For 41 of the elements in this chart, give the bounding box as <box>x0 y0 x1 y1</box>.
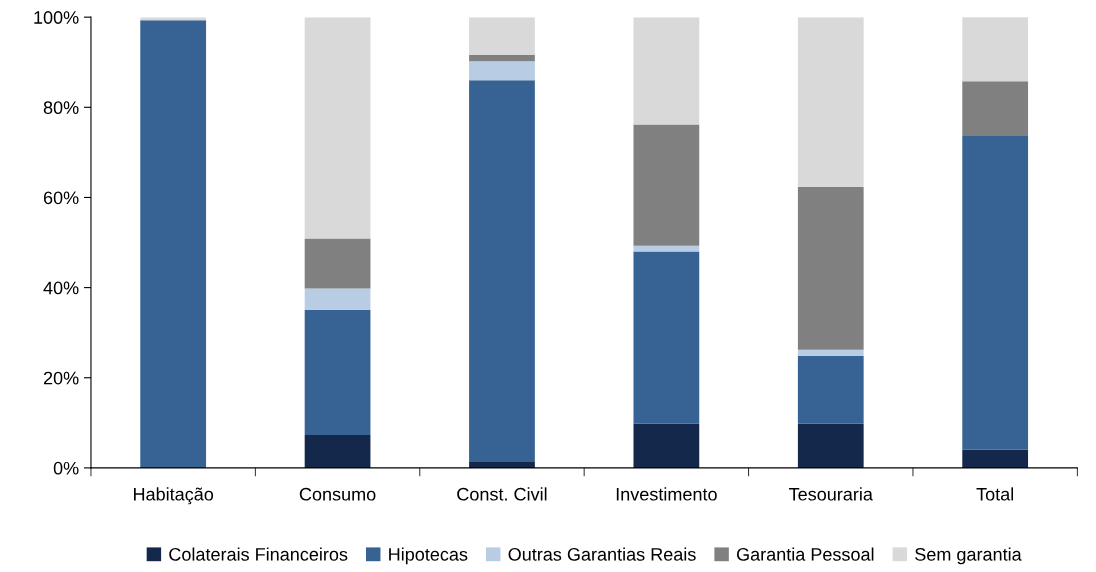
bar <box>304 309 371 435</box>
bar <box>469 17 535 56</box>
x-tick-label: Tesouraria <box>789 487 873 501</box>
bar <box>962 449 1029 468</box>
bar <box>797 355 864 424</box>
bar <box>633 423 700 468</box>
bar <box>633 251 700 424</box>
y-tick-label: 40% <box>43 281 79 295</box>
x-tick-label: Consumo <box>299 487 376 501</box>
bar <box>962 17 1029 82</box>
legend-label: Sem garantia <box>915 547 1022 565</box>
bar <box>797 349 864 356</box>
bar <box>962 81 1029 136</box>
x-tick-label: Const. Civil <box>457 487 547 501</box>
bar <box>797 17 864 187</box>
y-tick-label: 20% <box>43 371 79 385</box>
y-tick-label: 0% <box>53 461 79 475</box>
y-tick-label: 60% <box>43 191 79 205</box>
y-tick-label: 80% <box>43 101 79 115</box>
bar <box>469 55 535 62</box>
bar <box>304 17 371 239</box>
x-tick-label: Total <box>976 487 1014 501</box>
legend-label: Outras Garantias Reais <box>508 547 696 561</box>
y-tick-label: 100% <box>34 11 79 24</box>
bar <box>797 186 864 350</box>
bar <box>469 61 535 81</box>
legend-label: Garantia Pessoal <box>736 547 874 561</box>
bar <box>633 17 700 125</box>
bar <box>304 434 371 468</box>
x-tick-label: Investimento <box>616 487 717 501</box>
bar <box>140 20 207 468</box>
bar <box>304 288 371 310</box>
bar <box>633 124 700 246</box>
bar <box>797 423 864 468</box>
legend-label: Hipotecas <box>389 547 468 565</box>
bar <box>469 80 535 463</box>
bar <box>304 238 371 289</box>
bar <box>962 135 1029 450</box>
legend-label: Colaterais Financeiros <box>169 547 348 561</box>
x-tick-label: Habitação <box>134 487 214 505</box>
bar <box>633 245 700 252</box>
